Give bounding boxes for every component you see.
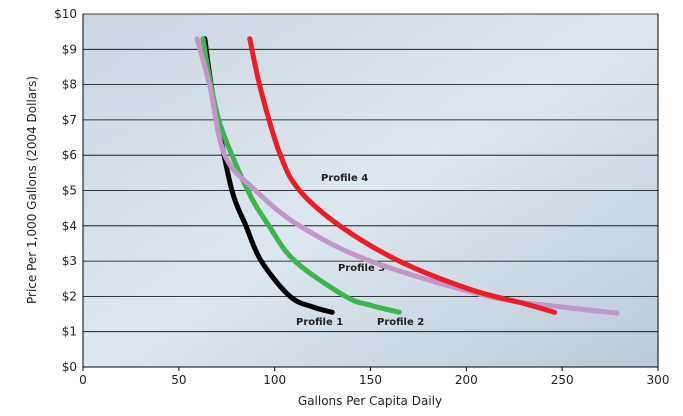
x-axis-title: Gallons Per Capita Daily [298, 394, 442, 408]
x-tick-label: 200 [455, 373, 478, 387]
x-tick-label: 0 [79, 373, 87, 387]
y-tick-label: $4 [62, 219, 77, 233]
series-annotation: Profile 4 [321, 173, 368, 184]
x-tick-label: 150 [359, 373, 382, 387]
y-tick-label: $7 [62, 113, 77, 127]
series-annotation: Profile 1 [296, 317, 343, 328]
y-tick-label: $9 [62, 42, 77, 56]
y-tick-label: $5 [62, 184, 77, 198]
y-tick-label: $10 [54, 7, 77, 21]
x-tick-label: 50 [171, 373, 186, 387]
x-tick-label: 250 [551, 373, 574, 387]
x-tick-label: 300 [647, 373, 670, 387]
y-tick-label: $8 [62, 78, 77, 92]
line-series [247, 36, 557, 315]
y-tick-label: $3 [62, 254, 77, 268]
y-axis-title: Price Per 1,000 Gallons (2004 Dollars) [25, 76, 39, 304]
series-annotation: Profile 3 [338, 263, 385, 274]
y-tick-label: $2 [62, 289, 77, 303]
y-tick-label: $1 [62, 325, 77, 339]
y-tick-label: $0 [62, 360, 77, 374]
line-series [194, 36, 620, 316]
x-tick-label: 100 [263, 373, 286, 387]
y-tick-label: $6 [62, 148, 77, 162]
series-annotation: Profile 2 [377, 317, 424, 328]
